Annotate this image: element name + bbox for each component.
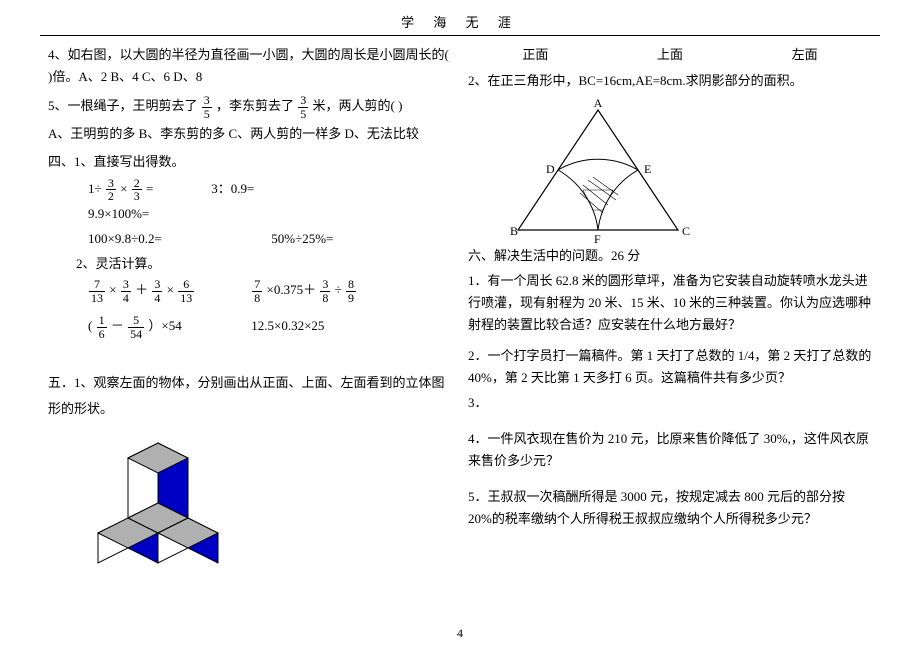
frac-den: 8 [252, 292, 262, 305]
calc1-f1: 32 [106, 177, 116, 203]
frac-den: 5 [202, 108, 212, 121]
frac-num: 1 [97, 314, 107, 328]
calc-row-1: 1÷ 32 × 23 = 3：0.9= 9.9×100%= [48, 177, 452, 225]
frac-num: 6 [178, 278, 194, 292]
cube-figure [48, 428, 452, 578]
right-column: 正面 上面 左面 2、在正三角形中，BC=16cm,AE=8cm.求阴影部分的面… [460, 44, 880, 578]
frac-den: 9 [346, 292, 356, 305]
fx2-b: ÷ [335, 282, 342, 297]
frac-num: 3 [152, 278, 162, 292]
flex-row-1: 713 × 34 ＋ 34 × 613 78 ×0.375＋ 38 ÷ 89 [48, 278, 452, 304]
label-B: B [510, 224, 518, 238]
fx1-c: × [167, 282, 174, 297]
frac-num: 3 [106, 177, 116, 191]
fx1-a: × [109, 282, 116, 297]
frac-num: 2 [132, 177, 142, 191]
frac-den: 54 [128, 328, 144, 341]
frac-den: 5 [298, 108, 308, 121]
frac-den: 8 [320, 292, 330, 305]
problem-3: 3． [468, 392, 872, 414]
question-4: 4、如右图，以大圆的半径为直径画一小圆，大圆的周长是小圆周长的( )倍。A、2 … [48, 44, 452, 88]
frac-num: 3 [298, 94, 308, 108]
label-C: C [682, 224, 690, 238]
q5-frac1: 3 5 [202, 94, 212, 120]
left-column: 4、如右图，以大圆的半径为直径画一小圆，大圆的周长是小圆周长的( )倍。A、2 … [40, 44, 460, 578]
right-q2-title: 2、在正三角形中，BC=16cm,AE=8cm.求阴影部分的面积。 [468, 70, 872, 92]
frac-num: 7 [89, 278, 105, 292]
q5-text-b: ，李东剪去了 [216, 98, 294, 113]
fx1-f3: 34 [152, 278, 162, 304]
fx3-c: ）×54 [148, 318, 181, 333]
label-front: 正面 [522, 44, 548, 66]
label-F: F [594, 232, 601, 245]
calc1-f2: 23 [132, 177, 142, 203]
fx3-f1: 16 [97, 314, 107, 340]
calc1-e: 9.9×100%= [88, 203, 208, 225]
frac-num: 7 [252, 278, 262, 292]
frac-num: 3 [320, 278, 330, 292]
q5-text-a: 5、一根绳子，王明剪去了 [48, 98, 198, 113]
frac-den: 3 [132, 190, 142, 203]
label-top: 上面 [657, 44, 683, 66]
frac-num: 3 [202, 94, 212, 108]
problem-1: 1．有一个周长 62.8 米的圆形草坪，准备为它安装自动旋转喷水龙头进行喷灌，现… [468, 270, 872, 336]
page-number: 4 [457, 626, 463, 641]
fx2-f3: 89 [346, 278, 356, 304]
page-header: 学 海 无 涯 [40, 0, 880, 36]
label-D: D [546, 162, 555, 176]
calc2-b: 50%÷25%= [271, 228, 391, 250]
problem-4: 4．一件风衣现在售价为 210 元，比原来售价降低了 30%,，这件风衣原来售价… [468, 428, 872, 472]
calc1-d: 3：0.9= [211, 178, 331, 200]
frac-num: 3 [121, 278, 131, 292]
q5-frac2: 3 5 [298, 94, 308, 120]
fx1-f2: 34 [121, 278, 131, 304]
frac-num: 8 [346, 278, 356, 292]
frac-den: 6 [97, 328, 107, 341]
fx3-a: ( [88, 318, 92, 333]
fx3-b: － [111, 318, 124, 333]
fx1-f4: 613 [178, 278, 194, 304]
label-A: A [594, 96, 603, 110]
calc2-a: 100×9.8÷0.2= [88, 228, 268, 250]
fx2-a: ×0.375＋ [267, 282, 317, 297]
frac-den: 4 [121, 292, 131, 305]
frac-den: 13 [178, 292, 194, 305]
fx2-f2: 38 [320, 278, 330, 304]
label-left: 左面 [792, 44, 818, 66]
fx1-b: ＋ [135, 282, 148, 297]
problem-5: 5．王叔叔一次稿酬所得是 3000 元，按规定减去 800 元后的部分按 20%… [468, 486, 872, 530]
calc-row-2: 100×9.8÷0.2= 50%÷25%= [48, 228, 452, 250]
two-column-layout: 4、如右图，以大圆的半径为直径画一小圆，大圆的周长是小圆周长的( )倍。A、2 … [0, 36, 920, 578]
section4-title: 四、1、直接写出得数。 [48, 151, 452, 173]
problem-2: 2．一个打字员打一篇稿件。第 1 天打了总数的 1/4，第 2 天打了总数的 4… [468, 345, 872, 389]
calc1-a: 1÷ [88, 181, 102, 196]
calc1-b: × [120, 181, 127, 196]
fx2-f1: 78 [252, 278, 262, 304]
section6-title: 六、解决生活中的问题。26 分 [468, 245, 872, 267]
calc1-c: = [146, 181, 153, 196]
frac-num: 5 [128, 314, 144, 328]
q5-options: A、王明剪的多 B、李东剪的多 C、两人剪的一样多 D、无法比较 [48, 123, 452, 145]
view-labels: 正面 上面 左面 [468, 44, 872, 66]
question-5: 5、一根绳子，王明剪去了 3 5 ，李东剪去了 3 5 米，两人剪的( ) [48, 94, 452, 120]
fx4: 12.5×0.32×25 [251, 315, 371, 337]
q5-text-c: 米，两人剪的( ) [313, 98, 403, 113]
section5-title: 五．1、观察左面的物体，分别画出从正面、上面、左面看到的立体图形的形状。 [48, 370, 452, 422]
flex-row-2: ( 16 － 554 ）×54 12.5×0.32×25 [48, 314, 452, 340]
flex-title: 2、灵活计算。 [48, 253, 452, 275]
triangle-figure: A B C D E F [468, 95, 872, 245]
fx1-f1: 713 [89, 278, 105, 304]
frac-den: 4 [152, 292, 162, 305]
label-E: E [644, 162, 651, 176]
frac-den: 13 [89, 292, 105, 305]
frac-den: 2 [106, 190, 116, 203]
fx3-f2: 554 [128, 314, 144, 340]
